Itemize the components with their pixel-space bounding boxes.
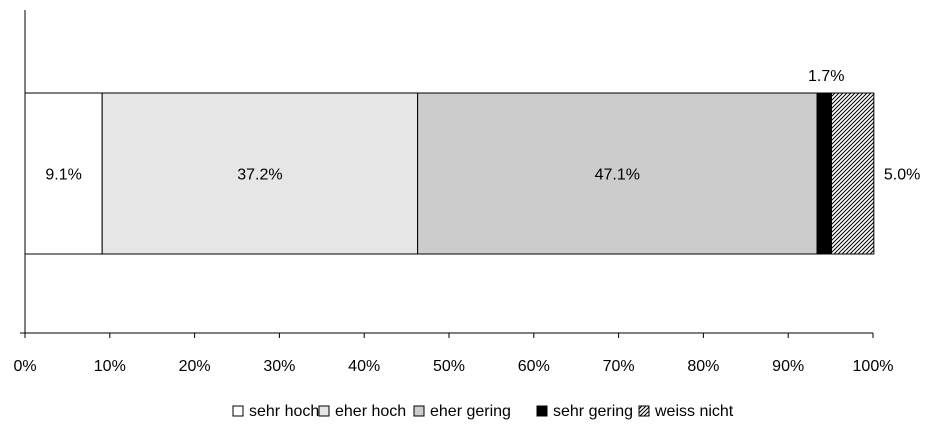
x-tick-label: 50% [433,358,465,375]
x-tick-label: 0% [13,358,36,375]
x-tick-label: 80% [687,358,719,375]
legend-swatch-eher-gering [413,405,425,417]
data-label-sehr-hoch: 9.1% [45,167,81,184]
legend-swatch-sehr-hoch [232,405,244,417]
x-tick-label: 10% [94,358,126,375]
x-tick-label: 60% [518,358,550,375]
x-tick-label: 20% [179,358,211,375]
data-label-weiss-nicht: 5.0% [884,167,920,184]
bar-segment-sehr-hoch [24,92,103,255]
x-tick-label: 70% [603,358,635,375]
legend-label-eher-hoch: eher hoch [335,403,406,420]
legend-swatch-eher-hoch [318,405,330,417]
bar-segment-weiss-nicht [830,92,875,255]
bar-segment-eher-gering [417,92,818,255]
x-tick-label: 100% [853,358,894,375]
legend-label-sehr-hoch: sehr hoch [249,403,319,420]
data-label-sehr-gering: 1.7% [808,68,844,85]
bar-segment-eher-hoch [101,92,419,255]
legend-swatch-sehr-gering [536,405,548,417]
x-tick-label: 30% [263,358,295,375]
legend-swatch-weiss-nicht [638,405,650,417]
bar-segment-sehr-gering [816,92,832,255]
data-label-eher-gering: 47.1% [595,167,640,184]
legend-label-sehr-gering: sehr gering [553,403,633,420]
legend-label-weiss-nicht: weiss nicht [654,403,734,420]
x-tick-label: 40% [348,358,380,375]
x-tick-label: 90% [772,358,804,375]
legend-label-eher-gering: eher gering [430,403,511,420]
data-label-eher-hoch: 37.2% [237,167,282,184]
